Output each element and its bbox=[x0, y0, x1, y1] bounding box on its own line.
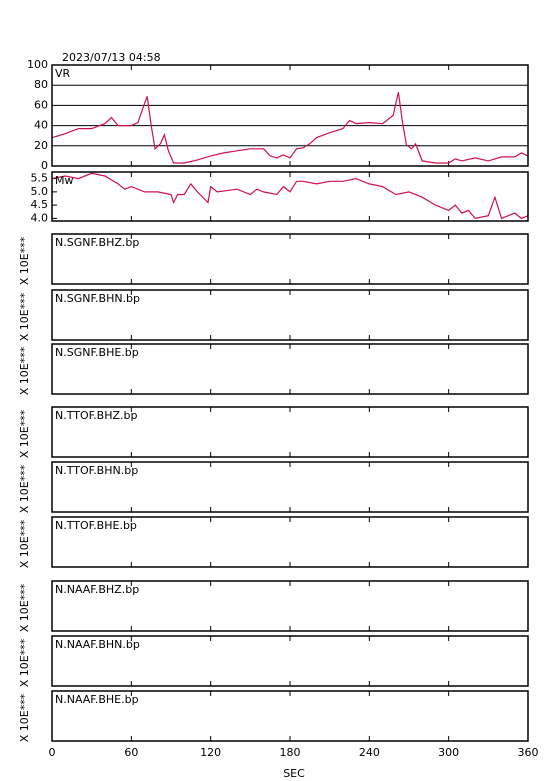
panel-label: N.TTOF.BHZ.bp bbox=[55, 409, 138, 422]
y-tick-label: 40 bbox=[34, 119, 48, 132]
series-line bbox=[51, 92, 529, 164]
panel-label: N.SGNF.BHE.bp bbox=[55, 346, 139, 359]
scale-label: X 10E*** bbox=[18, 292, 31, 341]
y-tick-label: 0 bbox=[41, 159, 48, 172]
panel-frame bbox=[51, 64, 529, 167]
scale-label: X 10E*** bbox=[18, 346, 31, 395]
panel-label: N.TTOF.BHN.bp bbox=[55, 464, 138, 477]
scale-label: X 10E*** bbox=[18, 693, 31, 742]
panel-label: N.NAAF.BHZ.bp bbox=[55, 583, 139, 596]
y-tick-label: 4.0 bbox=[31, 211, 49, 224]
y-tick-label: 20 bbox=[34, 139, 48, 152]
x-tick-label: 300 bbox=[438, 746, 459, 759]
x-tick-label: 60 bbox=[124, 746, 138, 759]
scale-label: X 10E*** bbox=[18, 583, 31, 632]
scale-label: X 10E*** bbox=[18, 236, 31, 285]
y-tick-label: 5.5 bbox=[31, 172, 49, 185]
x-axis-label: SEC bbox=[283, 767, 305, 780]
panel-label: Mw bbox=[55, 174, 74, 187]
x-tick-label: 240 bbox=[359, 746, 380, 759]
y-tick-label: 4.5 bbox=[31, 198, 49, 211]
panel-label: VR bbox=[55, 67, 71, 80]
panel-label: N.SGNF.BHZ.bp bbox=[55, 236, 139, 249]
scale-label: X 10E*** bbox=[18, 519, 31, 568]
y-tick-label: 60 bbox=[34, 98, 48, 111]
y-tick-label: 100 bbox=[27, 58, 48, 71]
x-tick-label: 360 bbox=[518, 746, 539, 759]
scale-label: X 10E*** bbox=[18, 464, 31, 513]
timestamp: 2023/07/13 04:58 bbox=[62, 51, 161, 64]
x-tick-label: 0 bbox=[49, 746, 56, 759]
x-tick-label: 120 bbox=[200, 746, 221, 759]
panel-frame bbox=[51, 171, 529, 222]
series-line bbox=[51, 172, 529, 220]
x-tick-label: 180 bbox=[280, 746, 301, 759]
panel-label: N.NAAF.BHN.bp bbox=[55, 638, 140, 651]
scale-label: X 10E*** bbox=[18, 409, 31, 458]
panel-label: N.NAAF.BHE.bp bbox=[55, 693, 139, 706]
panel-label: N.SGNF.BHN.bp bbox=[55, 292, 140, 305]
scale-label: X 10E*** bbox=[18, 638, 31, 687]
y-tick-label: 5.0 bbox=[31, 185, 49, 198]
y-tick-label: 80 bbox=[34, 78, 48, 91]
panel-label: N.TTOF.BHE.bp bbox=[55, 519, 137, 532]
